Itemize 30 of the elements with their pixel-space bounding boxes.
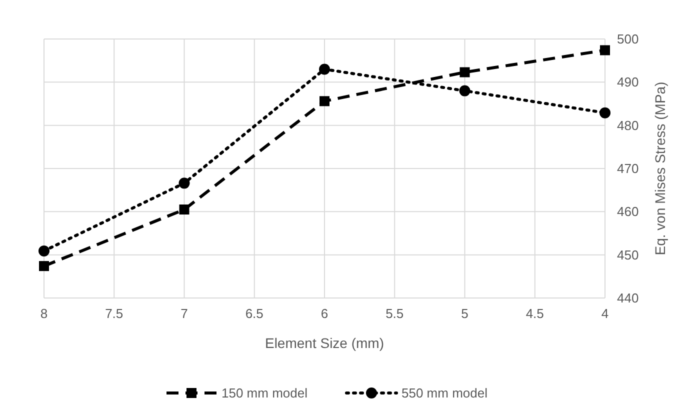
legend-label: 550 mm model bbox=[402, 386, 488, 401]
x-tick-label: 7 bbox=[180, 306, 188, 321]
point bbox=[600, 45, 610, 56]
point bbox=[178, 178, 190, 189]
x-tick-label: 6.5 bbox=[245, 306, 264, 321]
y-tick-label: 490 bbox=[617, 74, 639, 90]
y-tick-label: 470 bbox=[617, 161, 639, 176]
y-tick-label: 500 bbox=[617, 32, 639, 47]
point bbox=[460, 67, 470, 78]
x-tick-label: 4.5 bbox=[526, 306, 544, 321]
x-tick-label: 8 bbox=[40, 306, 48, 321]
point bbox=[38, 245, 50, 256]
point bbox=[600, 107, 610, 118]
y-tick-label: 480 bbox=[617, 118, 639, 133]
y-tick-label: 460 bbox=[617, 204, 639, 220]
y-axis-title: Eq. von Mises Stress (MPa) bbox=[652, 82, 668, 256]
y-tick-label: 450 bbox=[617, 247, 639, 262]
x-tick-label: 7.5 bbox=[105, 306, 124, 321]
x-tick-label: 5.5 bbox=[386, 306, 404, 321]
x-tick-label: 5 bbox=[461, 306, 468, 321]
x-tick-label: 6 bbox=[320, 306, 328, 321]
point bbox=[179, 204, 190, 215]
point bbox=[39, 261, 49, 272]
point bbox=[459, 85, 470, 96]
x-axis-title: Element Size (mm) bbox=[264, 335, 384, 351]
x-tick-label: 4 bbox=[601, 306, 609, 321]
point bbox=[320, 96, 330, 106]
legend-label: 150 mm model bbox=[222, 386, 308, 401]
y-tick-label: 440 bbox=[617, 290, 639, 306]
point bbox=[319, 64, 330, 75]
